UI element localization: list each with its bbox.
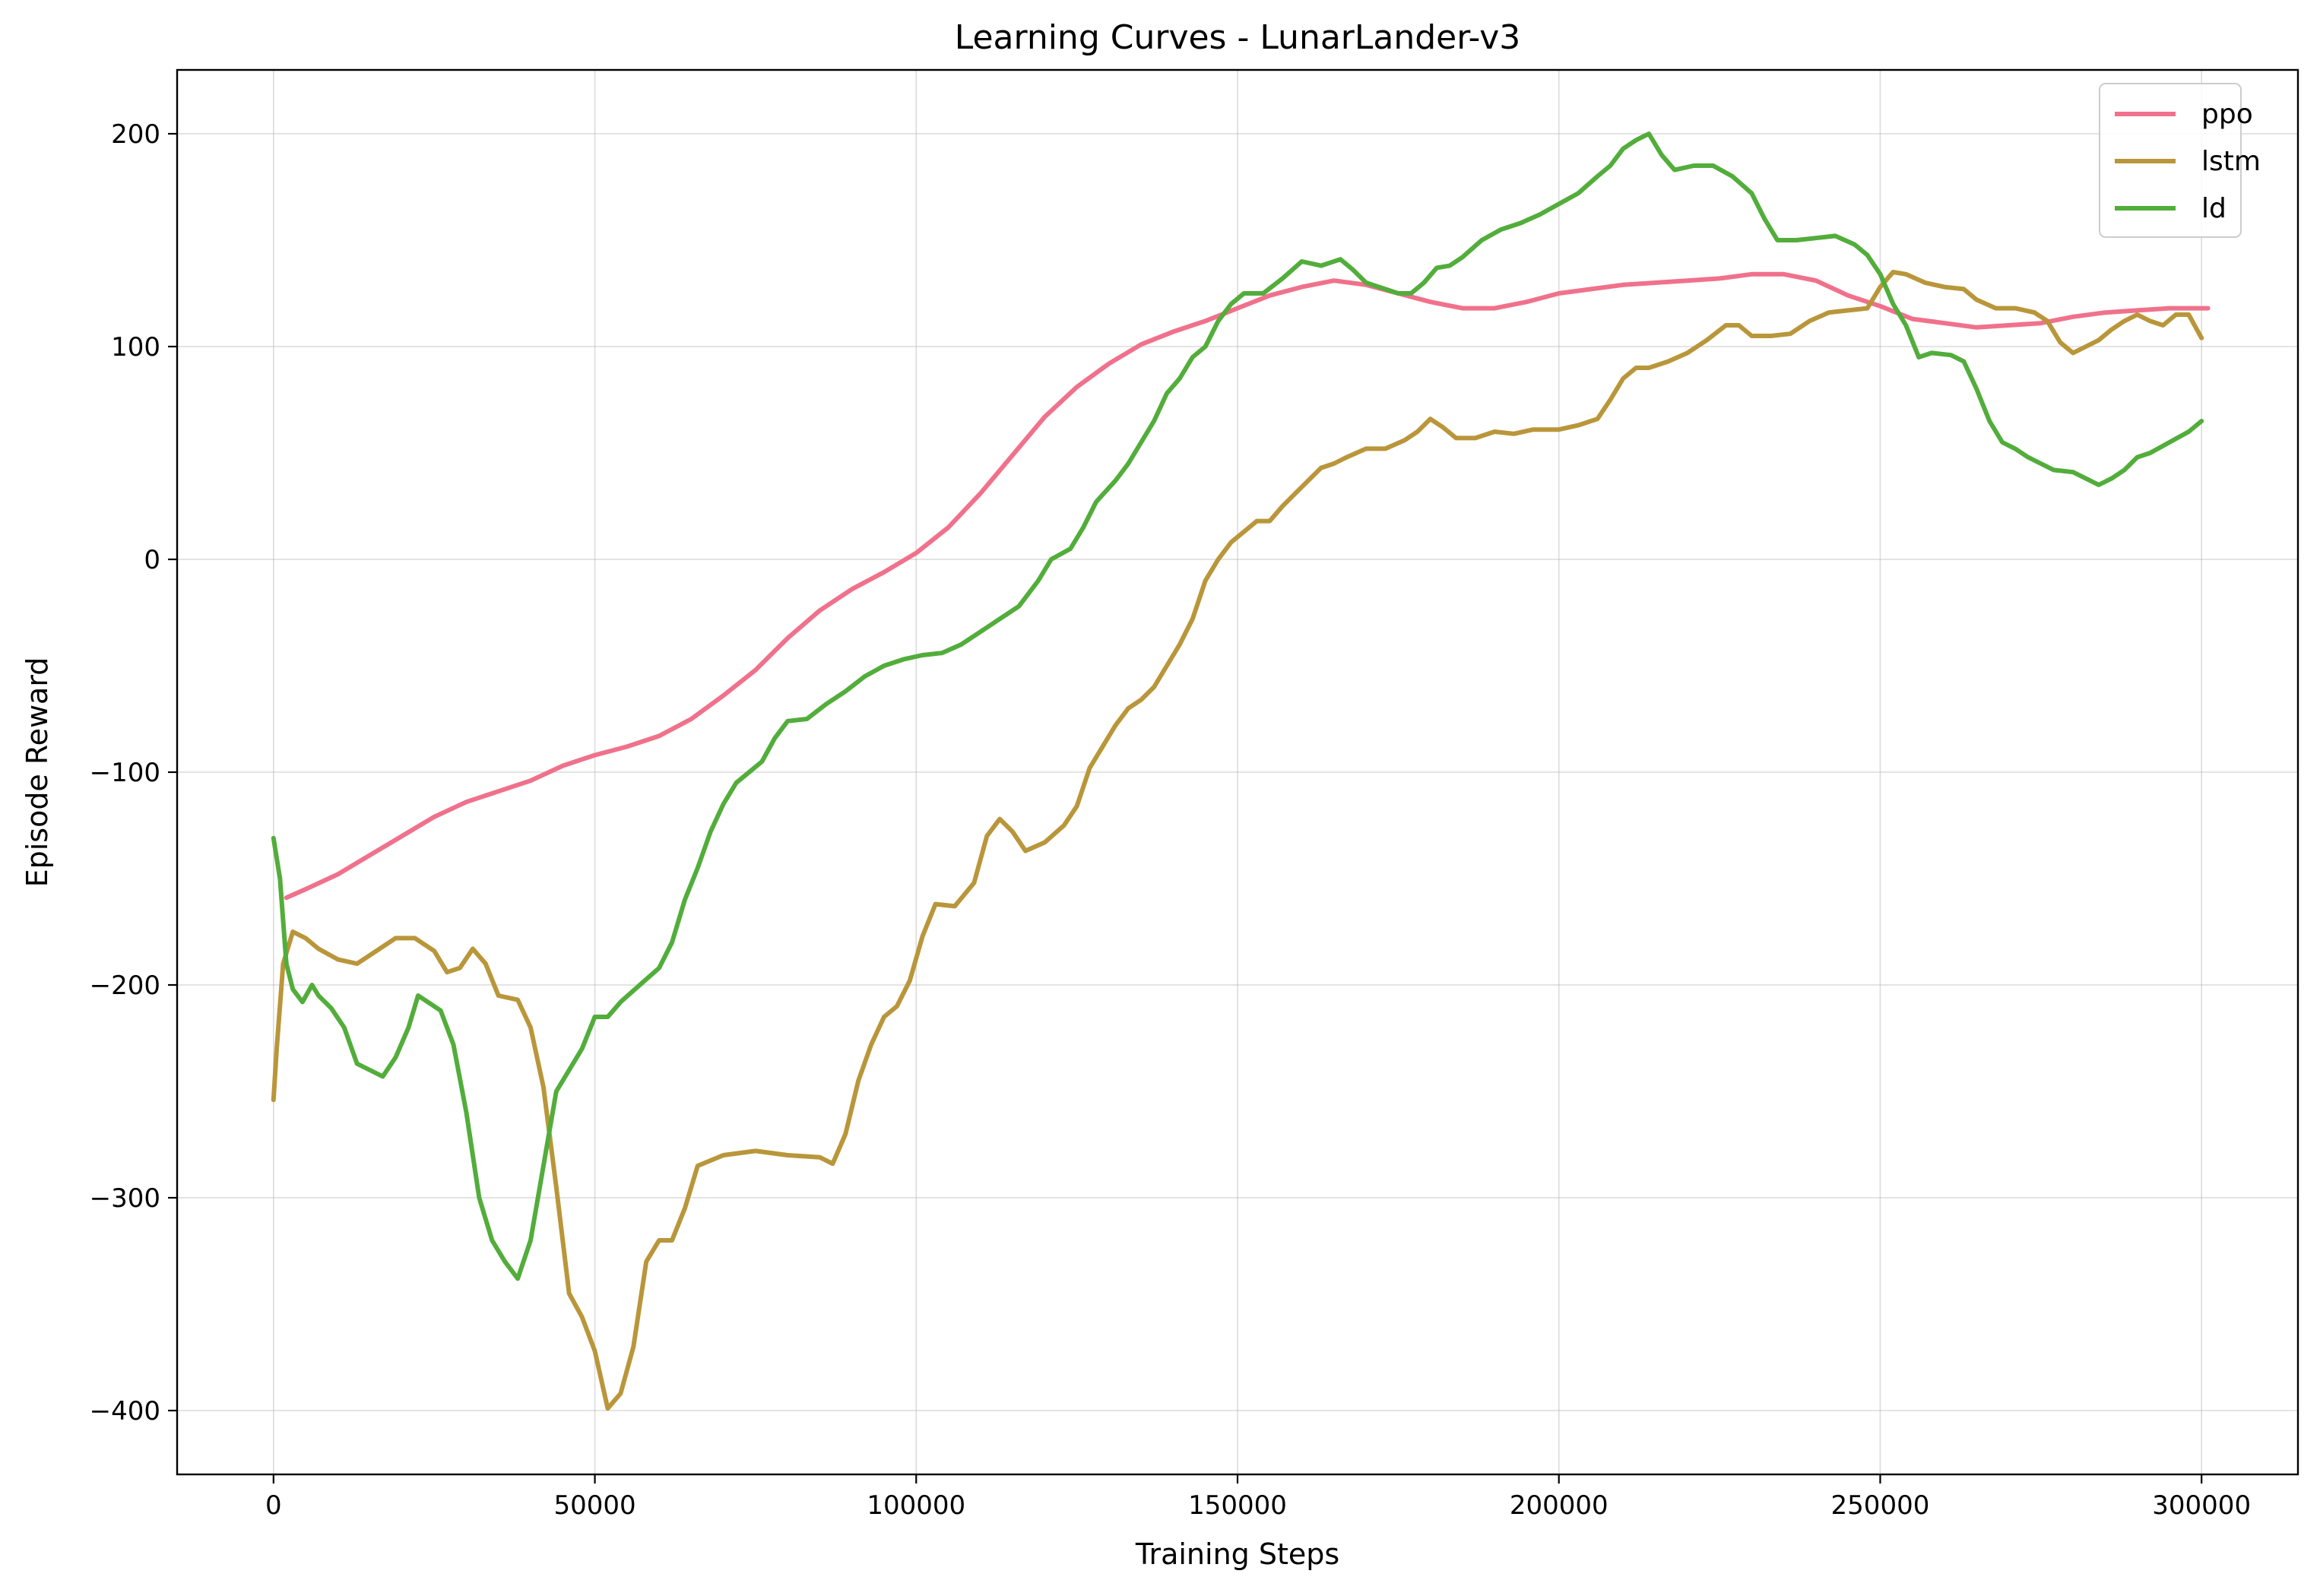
legend-label-lstm: lstm: [2201, 146, 2261, 177]
legend: ppo lstm ld: [2099, 83, 2261, 238]
chart-title: Learning Curves - LunarLander-v3: [955, 18, 1521, 57]
x-tick-label: 150000: [1188, 1490, 1287, 1521]
legend-label-ppo: ppo: [2201, 99, 2253, 130]
legend-entries: ppo lstm ld: [2115, 99, 2261, 224]
x-axis-label: Training Steps: [1135, 1537, 1339, 1571]
x-tick-label: 250000: [1831, 1490, 1930, 1521]
y-tick-label: 200: [111, 119, 160, 150]
y-tick-label: −300: [90, 1183, 160, 1214]
x-tick-label: 300000: [2152, 1490, 2251, 1521]
x-tick-label: 0: [265, 1490, 282, 1521]
series-line-ppo: [284, 271, 2211, 901]
series-line-ld: [271, 131, 2204, 1281]
legend-label-ld: ld: [2201, 193, 2227, 224]
y-tick-label: 100: [111, 332, 160, 363]
y-tick-label: −100: [90, 758, 160, 788]
x-tick-label: 50000: [553, 1490, 635, 1521]
x-tick-label: 200000: [1510, 1490, 1608, 1521]
y-tick-label: 0: [144, 545, 160, 575]
y-axis-ticks: −400 −300 −200 −100 0 100 200: [90, 119, 177, 1427]
x-tick-label: 100000: [867, 1490, 965, 1521]
y-axis-label: Episode Reward: [21, 657, 54, 888]
y-tick-label: −200: [90, 971, 160, 1001]
series-line-lstm: [271, 270, 2204, 1411]
y-tick-label: −400: [90, 1396, 160, 1427]
x-axis-ticks: 0 50000 100000 150000 200000 250000 300000: [265, 1474, 2251, 1521]
series-layer: [271, 131, 2211, 1411]
